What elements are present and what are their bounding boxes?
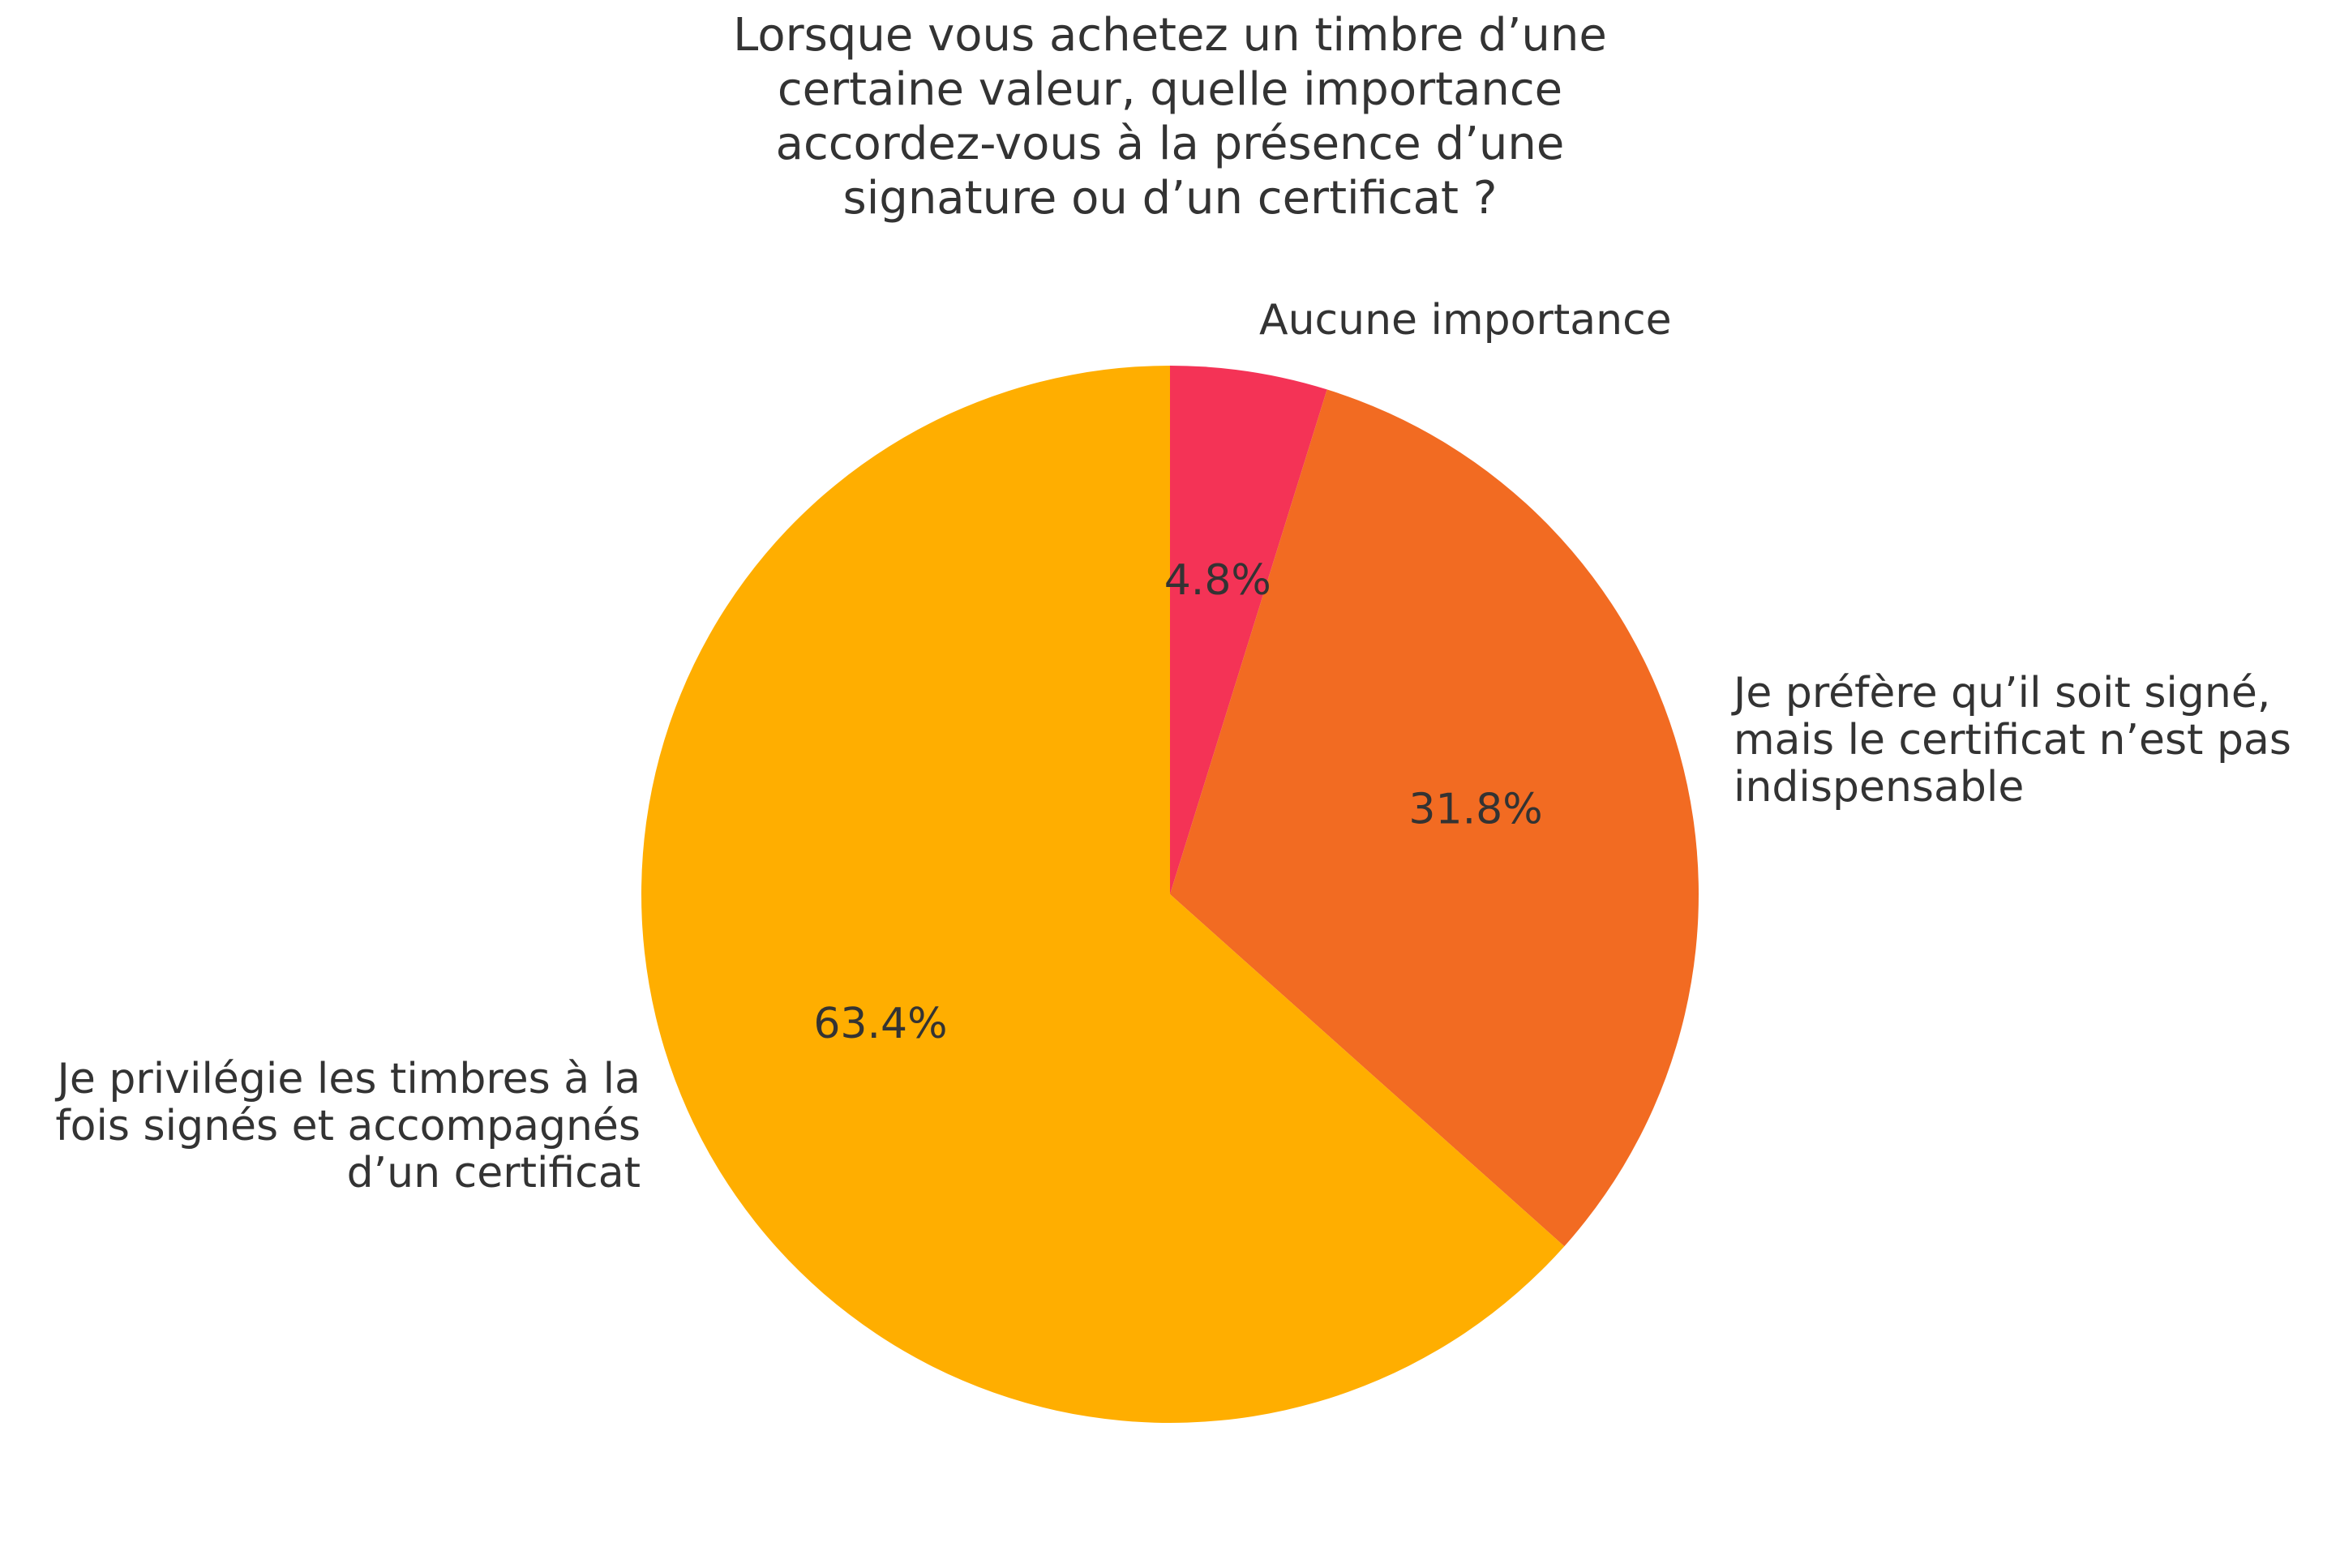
slice-category-label: indispensable [1734,763,2024,812]
slice-percent-label: 31.8% [1408,786,1542,834]
pie-slice [641,366,1565,1424]
slice-category-label: Je préfère qu’il soit signé, [1731,669,2270,718]
slice-percent-label: 63.4% [813,1000,947,1048]
chart-title-line: Lorsque vous achetez un timbre d’une [733,9,1607,62]
slice-category-label: d’un certificat [347,1149,641,1197]
slice-category-label: Je privilégie les timbres à la [55,1055,641,1103]
pie-slice [1170,366,1327,894]
pie-slice [1170,389,1699,1247]
slice-category-label: mais le certificat n’est pas [1734,716,2291,765]
chart-title: Lorsque vous achetez un timbre d’unecert… [733,9,1607,225]
chart-title-line: certaine valeur, quelle importance [778,63,1562,116]
chart-title-line: accordez-vous à la présence d’une [776,118,1565,170]
pie-slices [641,366,1699,1424]
slice-percent-label: 4.8% [1164,556,1271,605]
slice-labels: Aucune importance Je préfère qu’il soit s… [55,296,2291,1197]
percent-labels: 4.8% 31.8% 63.4% [813,556,1542,1048]
slice-category-label: Aucune importance [1259,296,1672,345]
slice-category-label: fois signés et accompagnés [55,1102,641,1150]
chart-title-line: signature ou d’un certificat ? [843,172,1498,225]
